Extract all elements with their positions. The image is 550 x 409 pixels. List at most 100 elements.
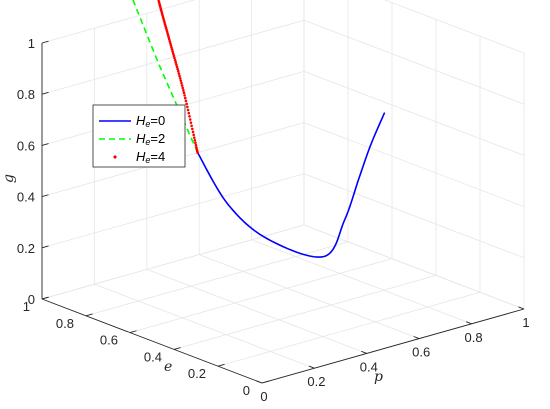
x-axis-label: p bbox=[374, 369, 383, 385]
e-tick-label-4: 0.8 bbox=[56, 316, 74, 331]
series-2-point-36 bbox=[173, 58, 177, 62]
series-2-point-39 bbox=[171, 52, 175, 55]
p-tick-label-5: 1 bbox=[522, 315, 529, 330]
p-tick-3 bbox=[413, 336, 420, 340]
series-2-point-27 bbox=[179, 79, 183, 82]
series-2-point-12 bbox=[189, 121, 193, 124]
side-grid-g-2 bbox=[303, 122, 525, 207]
series-2-point-25 bbox=[180, 84, 184, 87]
p-tick-1 bbox=[308, 365, 315, 369]
p-tick-label-3: 0.6 bbox=[412, 345, 430, 360]
g-tick-label-2: 0.4 bbox=[17, 190, 35, 205]
side-grid-g-3 bbox=[303, 71, 525, 156]
series-2-point-3 bbox=[195, 146, 198, 149]
g-tick-4 bbox=[41, 91, 49, 95]
series-2-point-42 bbox=[170, 46, 173, 49]
legend-label-1: He=2 bbox=[136, 131, 165, 147]
e-tick-4 bbox=[85, 313, 93, 317]
series-2-point-43 bbox=[169, 44, 173, 47]
g-tick-label-0: 0 bbox=[28, 292, 35, 307]
p-tick-0 bbox=[256, 380, 263, 384]
back-grid-g-5 bbox=[41, 0, 196, 44]
series-2-point-22 bbox=[182, 91, 186, 95]
floor-grid-e-4 bbox=[85, 241, 349, 317]
floor-grid-p-3 bbox=[199, 254, 420, 339]
series-2-point-28 bbox=[178, 77, 182, 80]
series-1-line bbox=[132, 0, 199, 153]
z-axis-label: g bbox=[1, 174, 17, 183]
series-2-point-15 bbox=[187, 111, 191, 115]
series-2-point-14 bbox=[188, 115, 191, 118]
series-2-point-21 bbox=[183, 94, 186, 97]
e-tick-label-3: 0.6 bbox=[100, 333, 118, 348]
p-axis-line bbox=[261, 308, 525, 384]
series-2-point-23 bbox=[182, 89, 185, 92]
e-tick-3 bbox=[129, 330, 137, 334]
e-tick-1 bbox=[217, 363, 225, 367]
g-tick-0 bbox=[41, 296, 49, 300]
e-axis-line bbox=[41, 298, 263, 384]
floor-grid-p-1 bbox=[94, 283, 315, 369]
series-2-point-31 bbox=[176, 70, 180, 73]
series-2-point-2 bbox=[195, 148, 199, 151]
g-tick-label-4: 0.8 bbox=[17, 87, 35, 102]
e-tick-label-1: 0.2 bbox=[188, 366, 206, 381]
side-grid-g-5 bbox=[384, 0, 525, 54]
series-2-point-17 bbox=[186, 105, 189, 109]
y-axis-label: e bbox=[164, 359, 172, 375]
series-2-point-40 bbox=[171, 50, 174, 53]
e-tick-2 bbox=[173, 347, 181, 350]
series-2-point-10 bbox=[191, 127, 194, 131]
series-2-point-8 bbox=[192, 133, 195, 137]
g-tick-3 bbox=[41, 143, 49, 146]
p-tick-label-0: 0 bbox=[260, 389, 267, 404]
g-tick-5 bbox=[41, 40, 49, 44]
tick-layer: 00.20.40.60.8100.20.40.60.8100.20.40.60.… bbox=[17, 36, 530, 404]
series-0-line bbox=[196, 112, 386, 258]
series-2-point-19 bbox=[184, 99, 188, 103]
e-tick-label-2: 0.4 bbox=[144, 349, 162, 364]
series-2-point-68 bbox=[157, 0, 160, 2]
series-2-point-24 bbox=[181, 86, 185, 90]
series-2-point-34 bbox=[175, 63, 178, 66]
p-tick-label-2: 0.4 bbox=[360, 359, 378, 374]
floor-grid-e-2 bbox=[173, 275, 437, 350]
series-layer bbox=[132, 0, 386, 258]
back-grid-g-1 bbox=[41, 173, 305, 249]
series-2-point-46 bbox=[167, 37, 171, 41]
floor-grid-e-5 bbox=[41, 224, 305, 300]
p-tick-label-4: 0.8 bbox=[465, 330, 483, 345]
floor-grid-p-4 bbox=[251, 239, 472, 325]
legend-label-0: He=0 bbox=[136, 113, 165, 129]
series-2-point-11 bbox=[190, 124, 193, 128]
series-2-point-44 bbox=[169, 41, 172, 45]
series-2-point-45 bbox=[168, 39, 172, 43]
g-tick-label-3: 0.6 bbox=[17, 138, 35, 153]
p-tick-2 bbox=[361, 350, 367, 354]
series-2-point-32 bbox=[176, 67, 179, 71]
floor-grid-p-2 bbox=[146, 269, 367, 354]
series-2-point-41 bbox=[170, 48, 174, 51]
p-tick-label-1: 0.2 bbox=[307, 374, 325, 389]
series-2-point-26 bbox=[180, 81, 183, 85]
series-2-point-5 bbox=[194, 141, 197, 145]
series-2-point-35 bbox=[174, 61, 178, 64]
series-2-point-16 bbox=[186, 108, 190, 112]
series-2-point-30 bbox=[177, 72, 181, 75]
series-2-point-29 bbox=[178, 74, 181, 78]
e-tick-label-5: 1 bbox=[23, 299, 30, 314]
g-tick-label-1: 0.2 bbox=[17, 241, 35, 256]
series-2-point-18 bbox=[185, 102, 188, 106]
floor-grid-p-5 bbox=[303, 224, 525, 310]
legend-box bbox=[92, 104, 186, 168]
series-2-point-9 bbox=[191, 130, 195, 134]
series-2-point-37 bbox=[173, 56, 176, 60]
grid-layer bbox=[41, 0, 525, 384]
series-2-point-4 bbox=[194, 143, 198, 147]
side-grid-g-4 bbox=[303, 19, 525, 105]
g-tick-1 bbox=[41, 245, 49, 249]
p-tick-5 bbox=[518, 306, 525, 310]
legend-swatch-2 bbox=[113, 155, 117, 159]
series-2-point-33 bbox=[175, 65, 179, 69]
back-grid-g-4 bbox=[41, 19, 305, 95]
